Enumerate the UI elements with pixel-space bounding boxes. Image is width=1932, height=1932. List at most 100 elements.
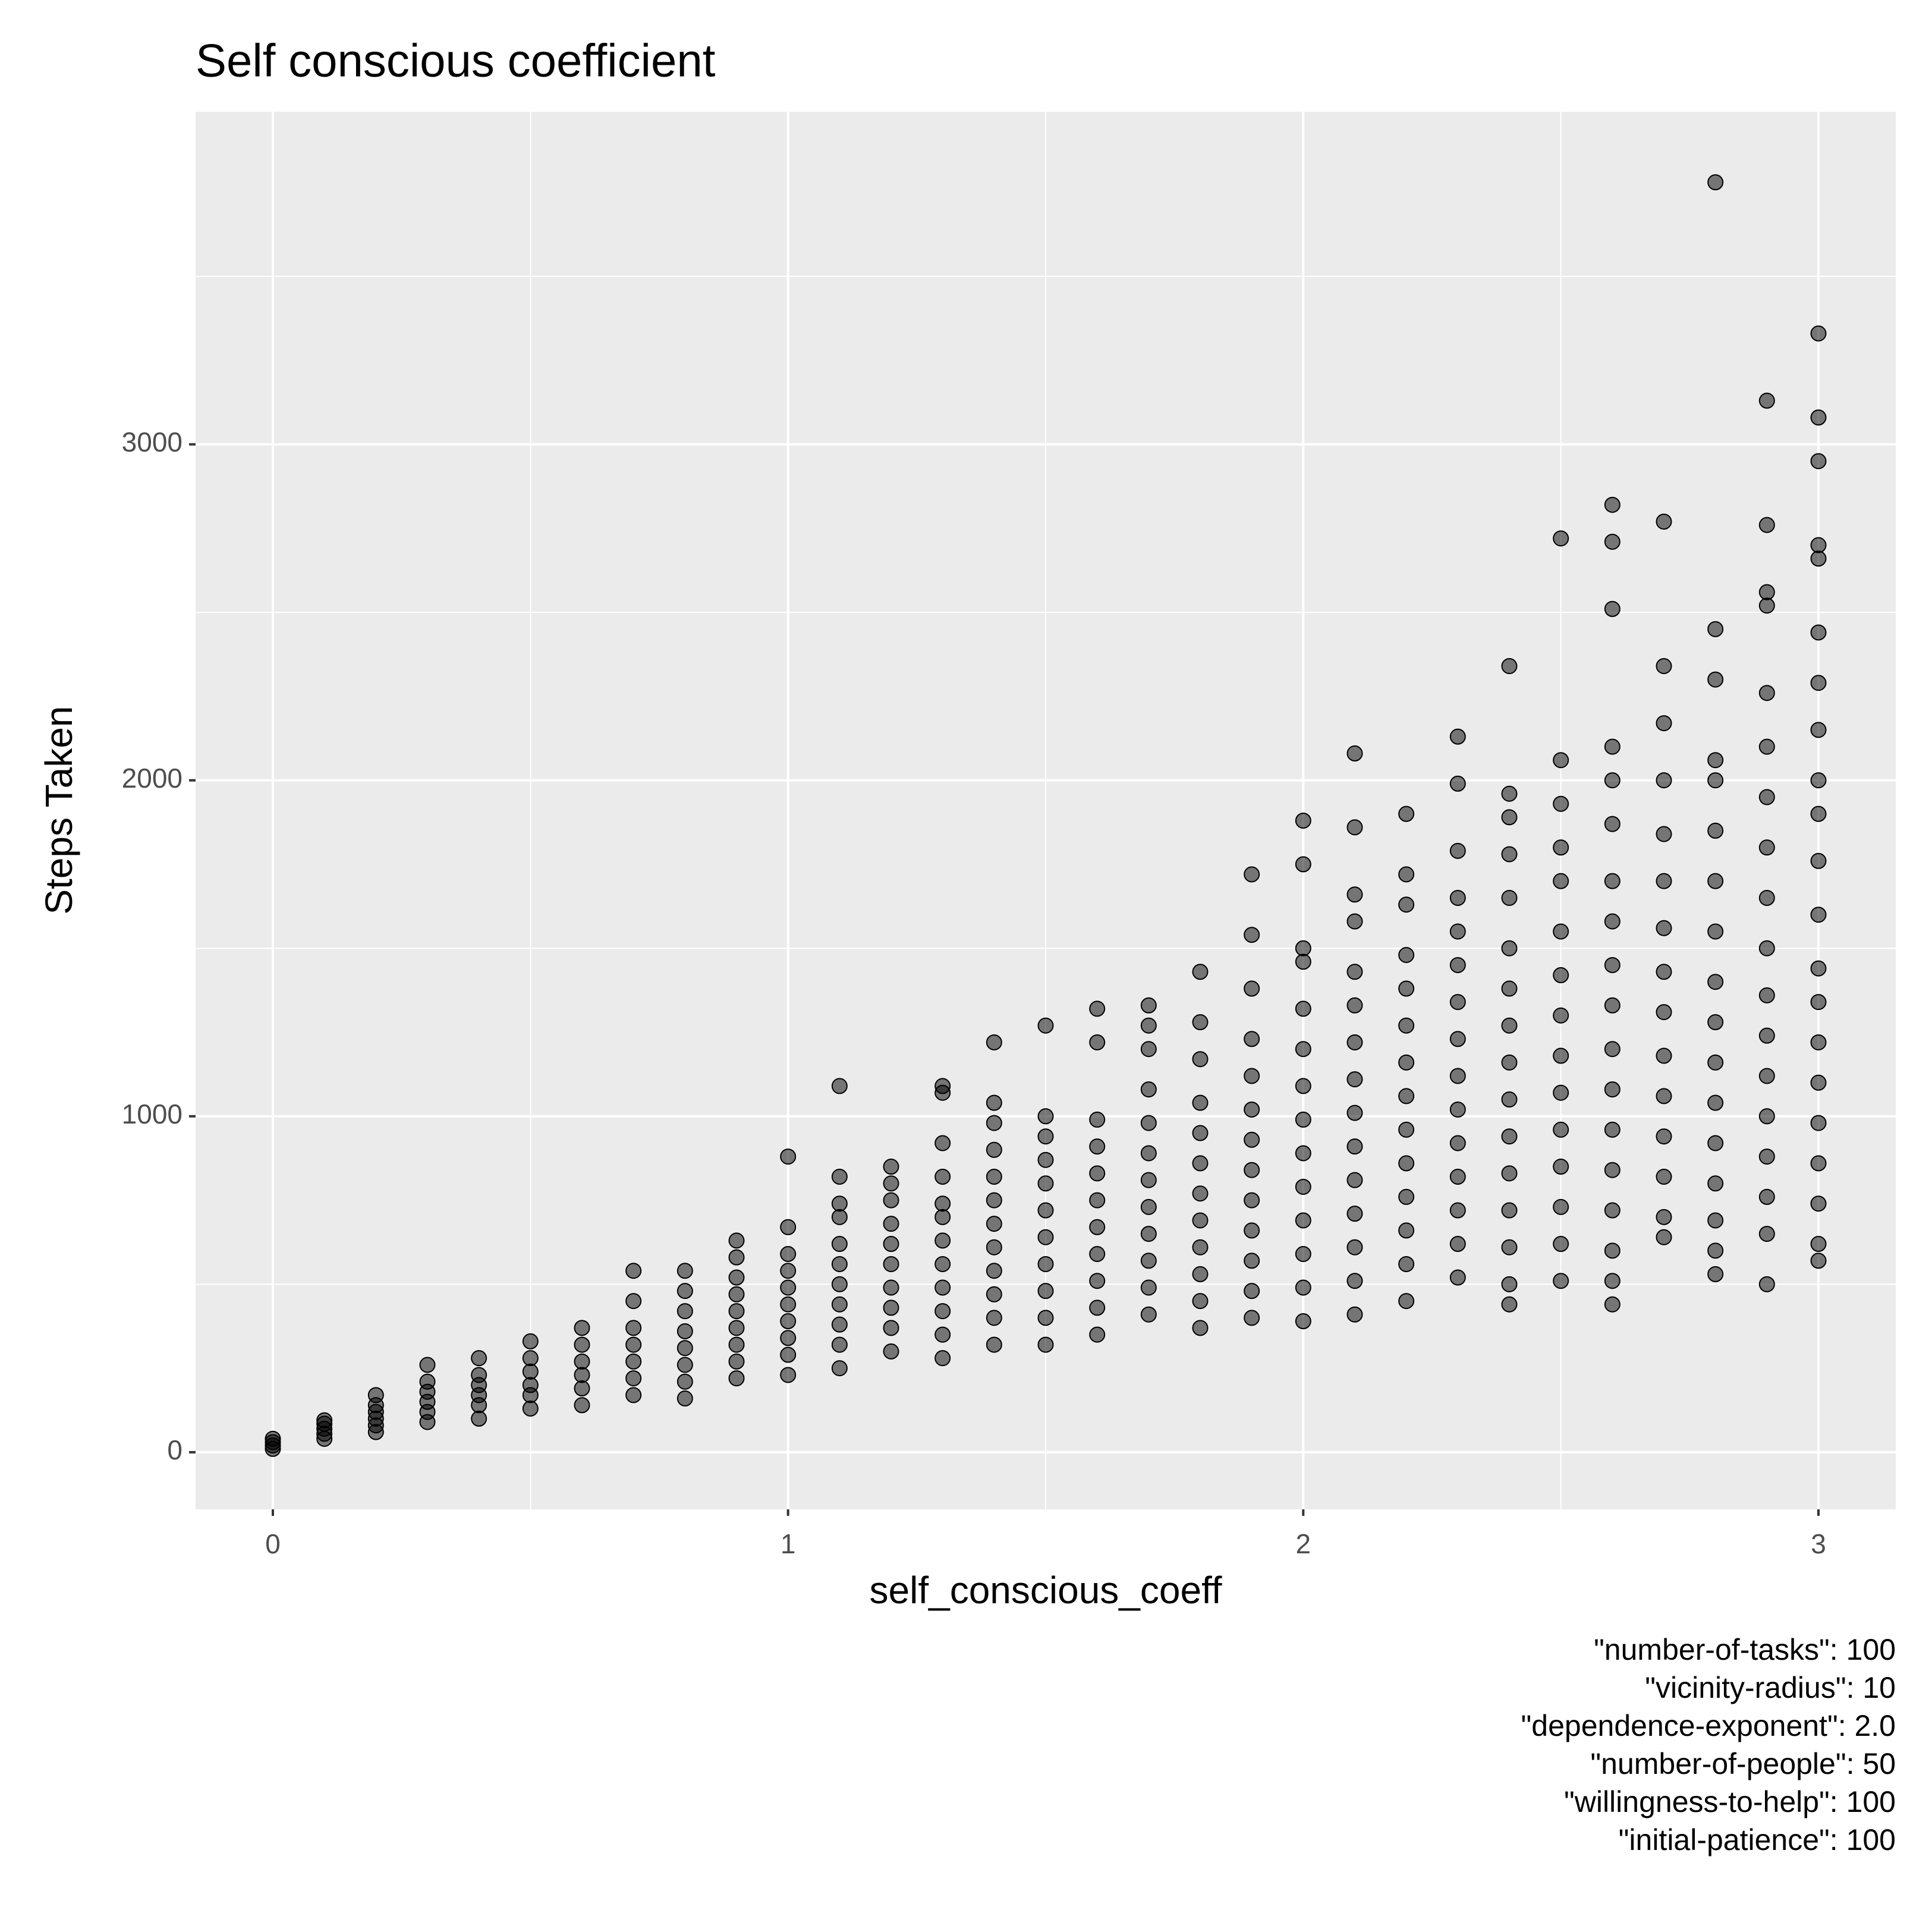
point <box>1398 1088 1415 1105</box>
x-tick-label: 1 <box>781 1528 796 1559</box>
point <box>986 1115 1002 1131</box>
point <box>1810 1034 1827 1050</box>
point <box>1295 940 1311 956</box>
point <box>883 1343 899 1360</box>
point <box>1244 1101 1260 1118</box>
point <box>1707 671 1724 688</box>
point <box>676 1373 693 1390</box>
point <box>1656 1047 1672 1064</box>
point <box>1140 1306 1157 1323</box>
chart-title: Self conscious coefficient <box>196 34 716 87</box>
point <box>1810 772 1827 789</box>
point <box>1244 1068 1260 1084</box>
point <box>265 1430 281 1447</box>
point <box>728 1320 745 1336</box>
point <box>1449 1068 1466 1084</box>
point <box>1758 1226 1775 1242</box>
point <box>883 1279 899 1296</box>
point <box>728 1286 745 1302</box>
point <box>1758 1148 1775 1165</box>
point <box>1501 1054 1518 1071</box>
point <box>1553 1007 1569 1024</box>
point <box>831 1236 848 1253</box>
point <box>1140 1041 1157 1058</box>
point <box>831 1195 848 1212</box>
point <box>1449 1031 1466 1047</box>
point <box>574 1367 590 1383</box>
point <box>1037 1017 1054 1034</box>
point <box>1501 1202 1518 1219</box>
point <box>1346 745 1363 762</box>
point <box>1037 1108 1054 1125</box>
point <box>1604 1081 1621 1098</box>
point <box>1758 940 1775 956</box>
point <box>1192 1266 1209 1282</box>
point <box>1295 1212 1311 1229</box>
point <box>780 1263 797 1279</box>
point <box>1604 816 1621 832</box>
point <box>1604 1296 1621 1313</box>
point <box>1758 392 1775 409</box>
point <box>1810 537 1827 553</box>
point <box>676 1263 693 1279</box>
point <box>522 1400 539 1417</box>
point <box>1244 866 1260 883</box>
point <box>1707 752 1724 769</box>
point <box>1501 809 1518 826</box>
y-tick-label: 2000 <box>122 763 182 794</box>
point <box>1758 987 1775 1003</box>
point <box>1810 1155 1827 1172</box>
point <box>1604 496 1621 513</box>
point <box>780 1245 797 1262</box>
point <box>1758 1276 1775 1292</box>
point <box>1346 1273 1363 1289</box>
point <box>986 1263 1002 1279</box>
point <box>883 1159 899 1175</box>
point <box>1140 997 1157 1014</box>
point <box>1501 1017 1518 1034</box>
point <box>1346 964 1363 980</box>
point <box>1192 1212 1209 1229</box>
point <box>1501 980 1518 997</box>
point <box>1295 812 1311 829</box>
point <box>1398 1256 1415 1272</box>
point <box>1346 1239 1363 1256</box>
point <box>1089 1192 1106 1209</box>
point <box>1501 1239 1518 1256</box>
point <box>1089 1111 1106 1128</box>
point <box>1604 1202 1621 1219</box>
point <box>1758 738 1775 755</box>
point <box>1553 1236 1569 1253</box>
x-tick-label: 0 <box>265 1528 281 1559</box>
point <box>728 1269 745 1286</box>
point <box>625 1263 642 1279</box>
point <box>1037 1175 1054 1192</box>
point <box>1604 1242 1621 1259</box>
point <box>1758 597 1775 614</box>
caption-line: "number-of-people": 50 <box>1590 1747 1896 1780</box>
point <box>986 1034 1002 1050</box>
point <box>1604 772 1621 789</box>
point <box>1604 913 1621 930</box>
point <box>1140 1081 1157 1098</box>
point <box>1346 1172 1363 1188</box>
point <box>986 1239 1002 1256</box>
point <box>1346 886 1363 903</box>
point <box>1553 873 1569 889</box>
point <box>1140 1145 1157 1162</box>
point <box>1656 1088 1672 1105</box>
point <box>1501 785 1518 802</box>
point <box>1656 873 1672 889</box>
point <box>1037 1283 1054 1299</box>
point <box>1089 1299 1106 1316</box>
point <box>1758 839 1775 856</box>
point <box>934 1279 951 1296</box>
point <box>1346 1206 1363 1222</box>
point <box>1707 621 1724 637</box>
point <box>1501 1128 1518 1145</box>
point <box>1810 1115 1827 1131</box>
point <box>1244 1192 1260 1209</box>
point <box>1398 1121 1415 1138</box>
point <box>522 1333 539 1349</box>
